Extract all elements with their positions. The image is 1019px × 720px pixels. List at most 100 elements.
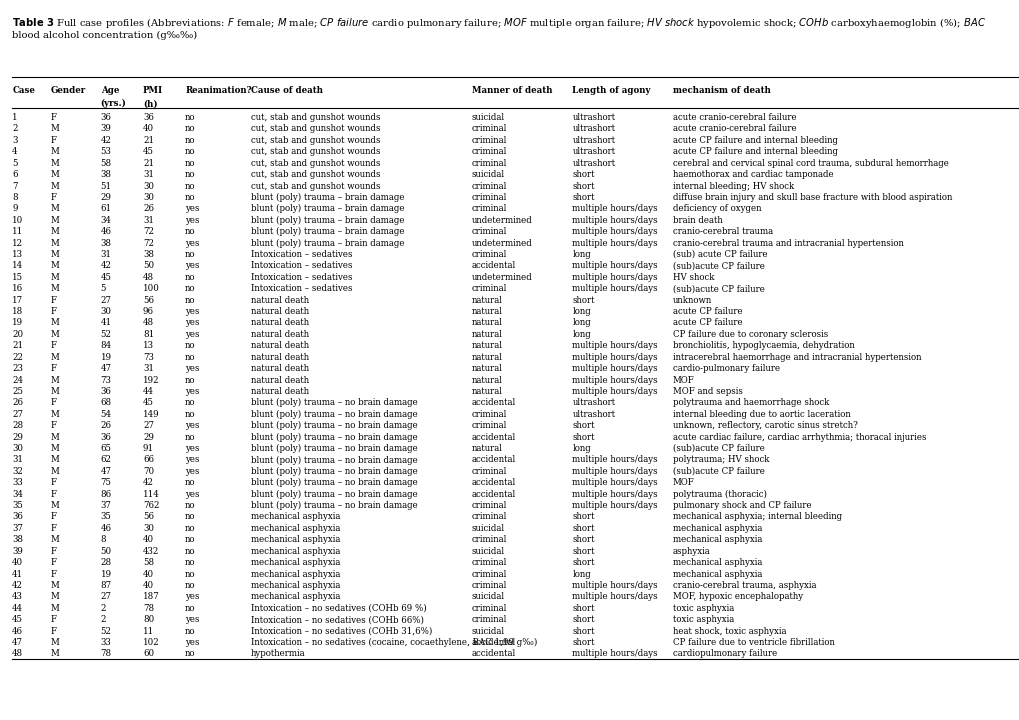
Text: 81: 81 [143,330,154,339]
Text: multiple hours/days: multiple hours/days [572,284,657,293]
Text: ultrashort: ultrashort [572,410,614,419]
Text: 20: 20 [12,330,23,339]
Text: accidental: accidental [472,649,516,658]
Text: M: M [50,649,59,658]
Text: blunt (poly) trauma – no brain damage: blunt (poly) trauma – no brain damage [251,410,417,419]
Text: 39: 39 [12,546,23,556]
Text: 73: 73 [101,376,111,384]
Text: multiple hours/days: multiple hours/days [572,581,657,590]
Text: yes: yes [185,261,200,271]
Text: bronchiolitis, hypoglycaemia, dehydration: bronchiolitis, hypoglycaemia, dehydratio… [673,341,854,350]
Text: blunt (poly) trauma – no brain damage: blunt (poly) trauma – no brain damage [251,455,417,464]
Text: 31: 31 [143,364,154,373]
Text: 19: 19 [101,353,112,361]
Text: (sub)acute CP failure: (sub)acute CP failure [673,467,764,476]
Text: 18: 18 [12,307,23,316]
Text: F: F [50,626,56,636]
Text: short: short [572,524,594,533]
Text: multiple hours/days: multiple hours/days [572,273,657,282]
Text: unknown: unknown [673,296,711,305]
Text: 40: 40 [143,581,154,590]
Text: blunt (poly) trauma – no brain damage: blunt (poly) trauma – no brain damage [251,478,417,487]
Text: ultrashort: ultrashort [572,158,614,168]
Text: criminal: criminal [472,204,506,213]
Text: short: short [572,626,594,636]
Text: 36: 36 [12,513,23,521]
Text: no: no [185,433,196,441]
Text: accidental: accidental [472,261,516,271]
Text: natural: natural [472,353,502,361]
Text: long: long [572,307,591,316]
Text: M: M [50,204,59,213]
Text: 91: 91 [143,444,154,453]
Text: 75: 75 [101,478,112,487]
Text: 34: 34 [12,490,23,499]
Text: 96: 96 [143,307,154,316]
Text: multiple hours/days: multiple hours/days [572,204,657,213]
Text: yes: yes [185,307,200,316]
Text: accidental: accidental [472,433,516,441]
Text: acute CP failure: acute CP failure [673,318,742,328]
Text: mechanical asphyxia: mechanical asphyxia [673,558,761,567]
Text: short: short [572,558,594,567]
Text: no: no [185,524,196,533]
Text: multiple hours/days: multiple hours/days [572,387,657,396]
Text: 31: 31 [101,250,112,259]
Text: CP failure due to coronary sclerosis: CP failure due to coronary sclerosis [673,330,827,339]
Text: natural death: natural death [251,330,309,339]
Text: short: short [572,296,594,305]
Text: F: F [50,421,56,430]
Text: Gender: Gender [50,86,86,95]
Text: blunt (poly) trauma – no brain damage: blunt (poly) trauma – no brain damage [251,444,417,453]
Text: 14: 14 [12,261,23,271]
Text: pulmonary shock and CP failure: pulmonary shock and CP failure [673,501,811,510]
Text: Intoxication – sedatives: Intoxication – sedatives [251,250,352,259]
Text: multiple hours/days: multiple hours/days [572,490,657,499]
Text: 66: 66 [143,455,154,464]
Text: 2: 2 [101,615,106,624]
Text: M: M [50,455,59,464]
Text: Intoxication – sedatives: Intoxication – sedatives [251,284,352,293]
Text: M: M [50,604,59,613]
Text: mechanical asphyxia; internal bleeding: mechanical asphyxia; internal bleeding [673,513,842,521]
Text: M: M [50,387,59,396]
Text: 23: 23 [12,364,23,373]
Text: M: M [50,467,59,476]
Text: natural: natural [472,376,502,384]
Text: no: no [185,193,196,202]
Text: multiple hours/days: multiple hours/days [572,478,657,487]
Text: 25: 25 [12,387,23,396]
Text: 15: 15 [12,273,23,282]
Text: no: no [185,284,196,293]
Text: mechanism of death: mechanism of death [673,86,770,95]
Text: mechanical asphyxia: mechanical asphyxia [251,581,339,590]
Text: internal bleeding; HV shock: internal bleeding; HV shock [673,181,794,191]
Text: cut, stab and gunshot wounds: cut, stab and gunshot wounds [251,136,380,145]
Text: cranio-cerebral trauma, asphyxia: cranio-cerebral trauma, asphyxia [673,581,815,590]
Text: no: no [185,398,196,408]
Text: undetermined: undetermined [472,273,532,282]
Text: 51: 51 [101,181,112,191]
Text: 187: 187 [143,593,160,601]
Text: suicidal: suicidal [472,626,504,636]
Text: M: M [50,318,59,328]
Text: 31: 31 [12,455,23,464]
Text: Intoxication – no sedatives (cocaine, cocaethylene, BAC 1,99 g‰): Intoxication – no sedatives (cocaine, co… [251,638,536,647]
Text: 50: 50 [143,261,154,271]
Text: no: no [185,376,196,384]
Text: MOF, hypoxic encephalopathy: MOF, hypoxic encephalopathy [673,593,802,601]
Text: M: M [50,228,59,236]
Text: no: no [185,250,196,259]
Text: 45: 45 [101,273,112,282]
Text: 50: 50 [101,546,112,556]
Text: yes: yes [185,216,200,225]
Text: short: short [572,604,594,613]
Text: 21: 21 [143,136,154,145]
Text: M: M [50,170,59,179]
Text: criminal: criminal [472,501,506,510]
Text: natural death: natural death [251,341,309,350]
Text: yes: yes [185,364,200,373]
Text: natural: natural [472,307,502,316]
Text: (sub) acute CP failure: (sub) acute CP failure [673,250,767,259]
Text: 41: 41 [101,318,112,328]
